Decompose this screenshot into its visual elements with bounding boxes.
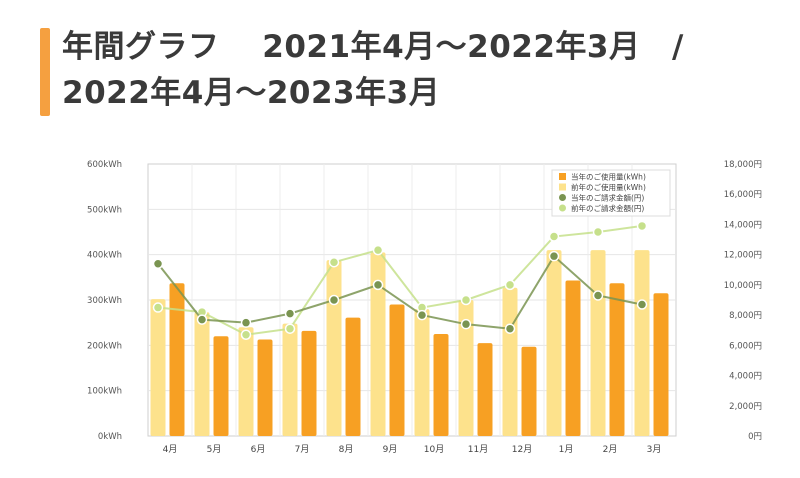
x-axis-tick-label: 5月 [207,444,222,455]
x-axis-tick-label: 1月 [559,444,574,455]
title-accent-bar [40,28,50,116]
current-year-billing-point [416,309,428,321]
x-axis-tick-label: 8月 [339,444,354,455]
previous-year-billing-line [157,224,643,336]
previous-year-billing-point [592,226,604,238]
bar-current-year-usage [213,336,229,436]
bar-previous-year-usage [238,327,254,436]
previous-year-billing-point [372,244,384,256]
current-year-billing-point [240,317,252,328]
right-axis-tick-label: 0円 [748,432,762,442]
right-axis-tick-label: 10,000円 [724,281,762,291]
x-axis-tick-label: 10月 [424,444,444,455]
right-axis-tick-label: 8,000円 [729,311,762,321]
bar-current-year-usage [257,339,273,436]
right-axis-tick-label: 16,000円 [724,190,762,200]
legend-swatch [559,173,566,180]
x-axis-tick-label: 4月 [163,444,178,455]
current-year-billing-point [504,323,516,334]
left-axis-tick-label: 500kWh [87,205,122,215]
previous-year-billing-point [152,302,164,313]
bar-previous-year-usage [502,287,518,436]
right-axis-tick-label: 2,000円 [729,402,762,412]
current-year-billing-point [460,318,472,330]
previous-year-billing-point [636,220,648,232]
x-axis-tick-label: 11月 [468,444,488,455]
previous-year-billing-point [504,279,516,291]
bar-current-year-usage [433,334,449,436]
current-year-billing-point [284,308,296,319]
current-year-billing-point [636,299,648,310]
bar-previous-year-usage [634,250,650,436]
bar-current-year-usage [521,346,537,436]
bar-current-year-usage [169,283,185,436]
previous-year-billing-point [548,231,560,242]
bar-current-year-usage [653,293,669,436]
legend-swatch [559,204,566,212]
bar-current-year-usage [565,280,581,436]
right-axis-tick-label: 18,000円 [724,160,762,170]
previous-year-billing-point [460,294,472,306]
x-axis-tick-label: 12月 [512,444,532,455]
bar-current-year-usage [609,283,625,436]
right-axis-tick-label: 12,000円 [724,251,762,261]
left-axis-tick-label: 0kWh [98,432,122,442]
current-year-billing-point [592,290,604,301]
current-year-billing-point [328,294,340,306]
x-axis-tick-label: 7月 [295,444,310,455]
bar-current-year-usage [477,343,493,436]
current-year-billing-point [196,314,208,325]
previous-year-billing-point [240,329,252,341]
bar-previous-year-usage [370,252,386,436]
previous-year-billing-point [328,256,340,268]
legend: 当年のご使用量(kWh)前年のご使用量(kWh)当年のご請求金額(円)前年のご請… [551,169,671,217]
bar-previous-year-usage [546,250,562,436]
page-title: 年間グラフ 2021年4月～2022年3月 / 2022年4月～2023年3月 [62,29,716,111]
left-axis-tick-label: 100kWh [87,387,122,397]
x-axis-tick-label: 3月 [647,444,662,455]
legend-label: 前年のご使用量(kWh) [571,182,646,192]
right-axis-tick-label: 6,000円 [729,341,762,351]
left-axis-tick-label: 600kWh [87,160,122,170]
bar-current-year-usage [389,304,405,436]
legend-swatch [559,194,566,201]
legend-label: 当年のご請求金額(円) [571,193,644,203]
bar-previous-year-usage [194,312,210,436]
left-axis-tick-label: 200kWh [87,341,122,351]
legend-box [551,169,671,217]
current-year-billing-line [157,254,643,330]
x-axis-tick-label: 6月 [251,444,266,455]
right-axis-tick-label: 4,000円 [729,372,762,382]
bar-previous-year-usage [150,299,166,436]
x-axis-tick-label: 2月 [603,444,618,455]
current-year-billing-point [372,279,384,291]
left-axis-tick-label: 400kWh [87,251,122,261]
bar-current-year-usage [301,330,317,436]
left-axis-tick-label: 300kWh [87,296,122,306]
current-year-billing-point [152,258,164,269]
bar-previous-year-usage [326,260,342,436]
right-axis-tick-label: 14,000円 [724,220,762,230]
bar-previous-year-usage [414,309,430,436]
bar-previous-year-usage [590,250,606,436]
legend-swatch [559,183,566,191]
x-axis-tick-label: 9月 [383,444,398,455]
bar-previous-year-usage [458,300,474,436]
bar-previous-year-usage [282,323,298,436]
legend-label: 当年のご使用量(kWh) [571,172,646,182]
legend-label: 前年のご請求金額(円) [571,203,644,213]
current-year-billing-point [548,250,560,262]
previous-year-billing-point [284,323,296,334]
bar-current-year-usage [345,317,361,436]
